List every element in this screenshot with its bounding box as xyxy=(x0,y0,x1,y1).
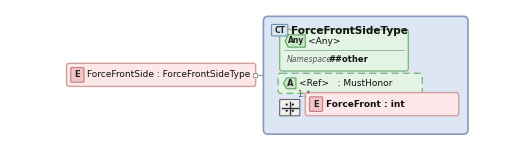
FancyBboxPatch shape xyxy=(305,93,459,116)
FancyBboxPatch shape xyxy=(309,97,323,111)
Text: <Any>: <Any> xyxy=(308,37,341,46)
Text: Any: Any xyxy=(288,37,304,45)
FancyBboxPatch shape xyxy=(71,67,84,82)
Text: CT: CT xyxy=(274,26,285,35)
Text: ForceFront : int: ForceFront : int xyxy=(326,100,405,109)
FancyBboxPatch shape xyxy=(280,30,408,71)
Circle shape xyxy=(285,110,288,112)
Text: <Ref>   : MustHonor: <Ref> : MustHonor xyxy=(299,79,393,88)
FancyBboxPatch shape xyxy=(271,24,288,36)
Bar xyxy=(253,73,257,77)
Circle shape xyxy=(292,110,294,112)
FancyBboxPatch shape xyxy=(280,100,300,116)
Text: E: E xyxy=(74,70,80,79)
Circle shape xyxy=(285,103,288,106)
Text: ForceFrontSide : ForceFrontSideType: ForceFrontSide : ForceFrontSideType xyxy=(87,70,251,79)
Text: 1..*: 1..* xyxy=(297,90,311,99)
Polygon shape xyxy=(283,78,296,89)
Text: E: E xyxy=(313,100,319,109)
Polygon shape xyxy=(285,35,305,47)
FancyBboxPatch shape xyxy=(278,73,422,93)
FancyBboxPatch shape xyxy=(264,16,468,134)
FancyBboxPatch shape xyxy=(67,63,256,86)
Text: A: A xyxy=(287,79,294,88)
Text: ForceFrontSideType: ForceFrontSideType xyxy=(291,26,408,36)
Circle shape xyxy=(292,103,294,106)
Text: ##other: ##other xyxy=(329,55,368,64)
Text: Namespace: Namespace xyxy=(287,55,332,64)
